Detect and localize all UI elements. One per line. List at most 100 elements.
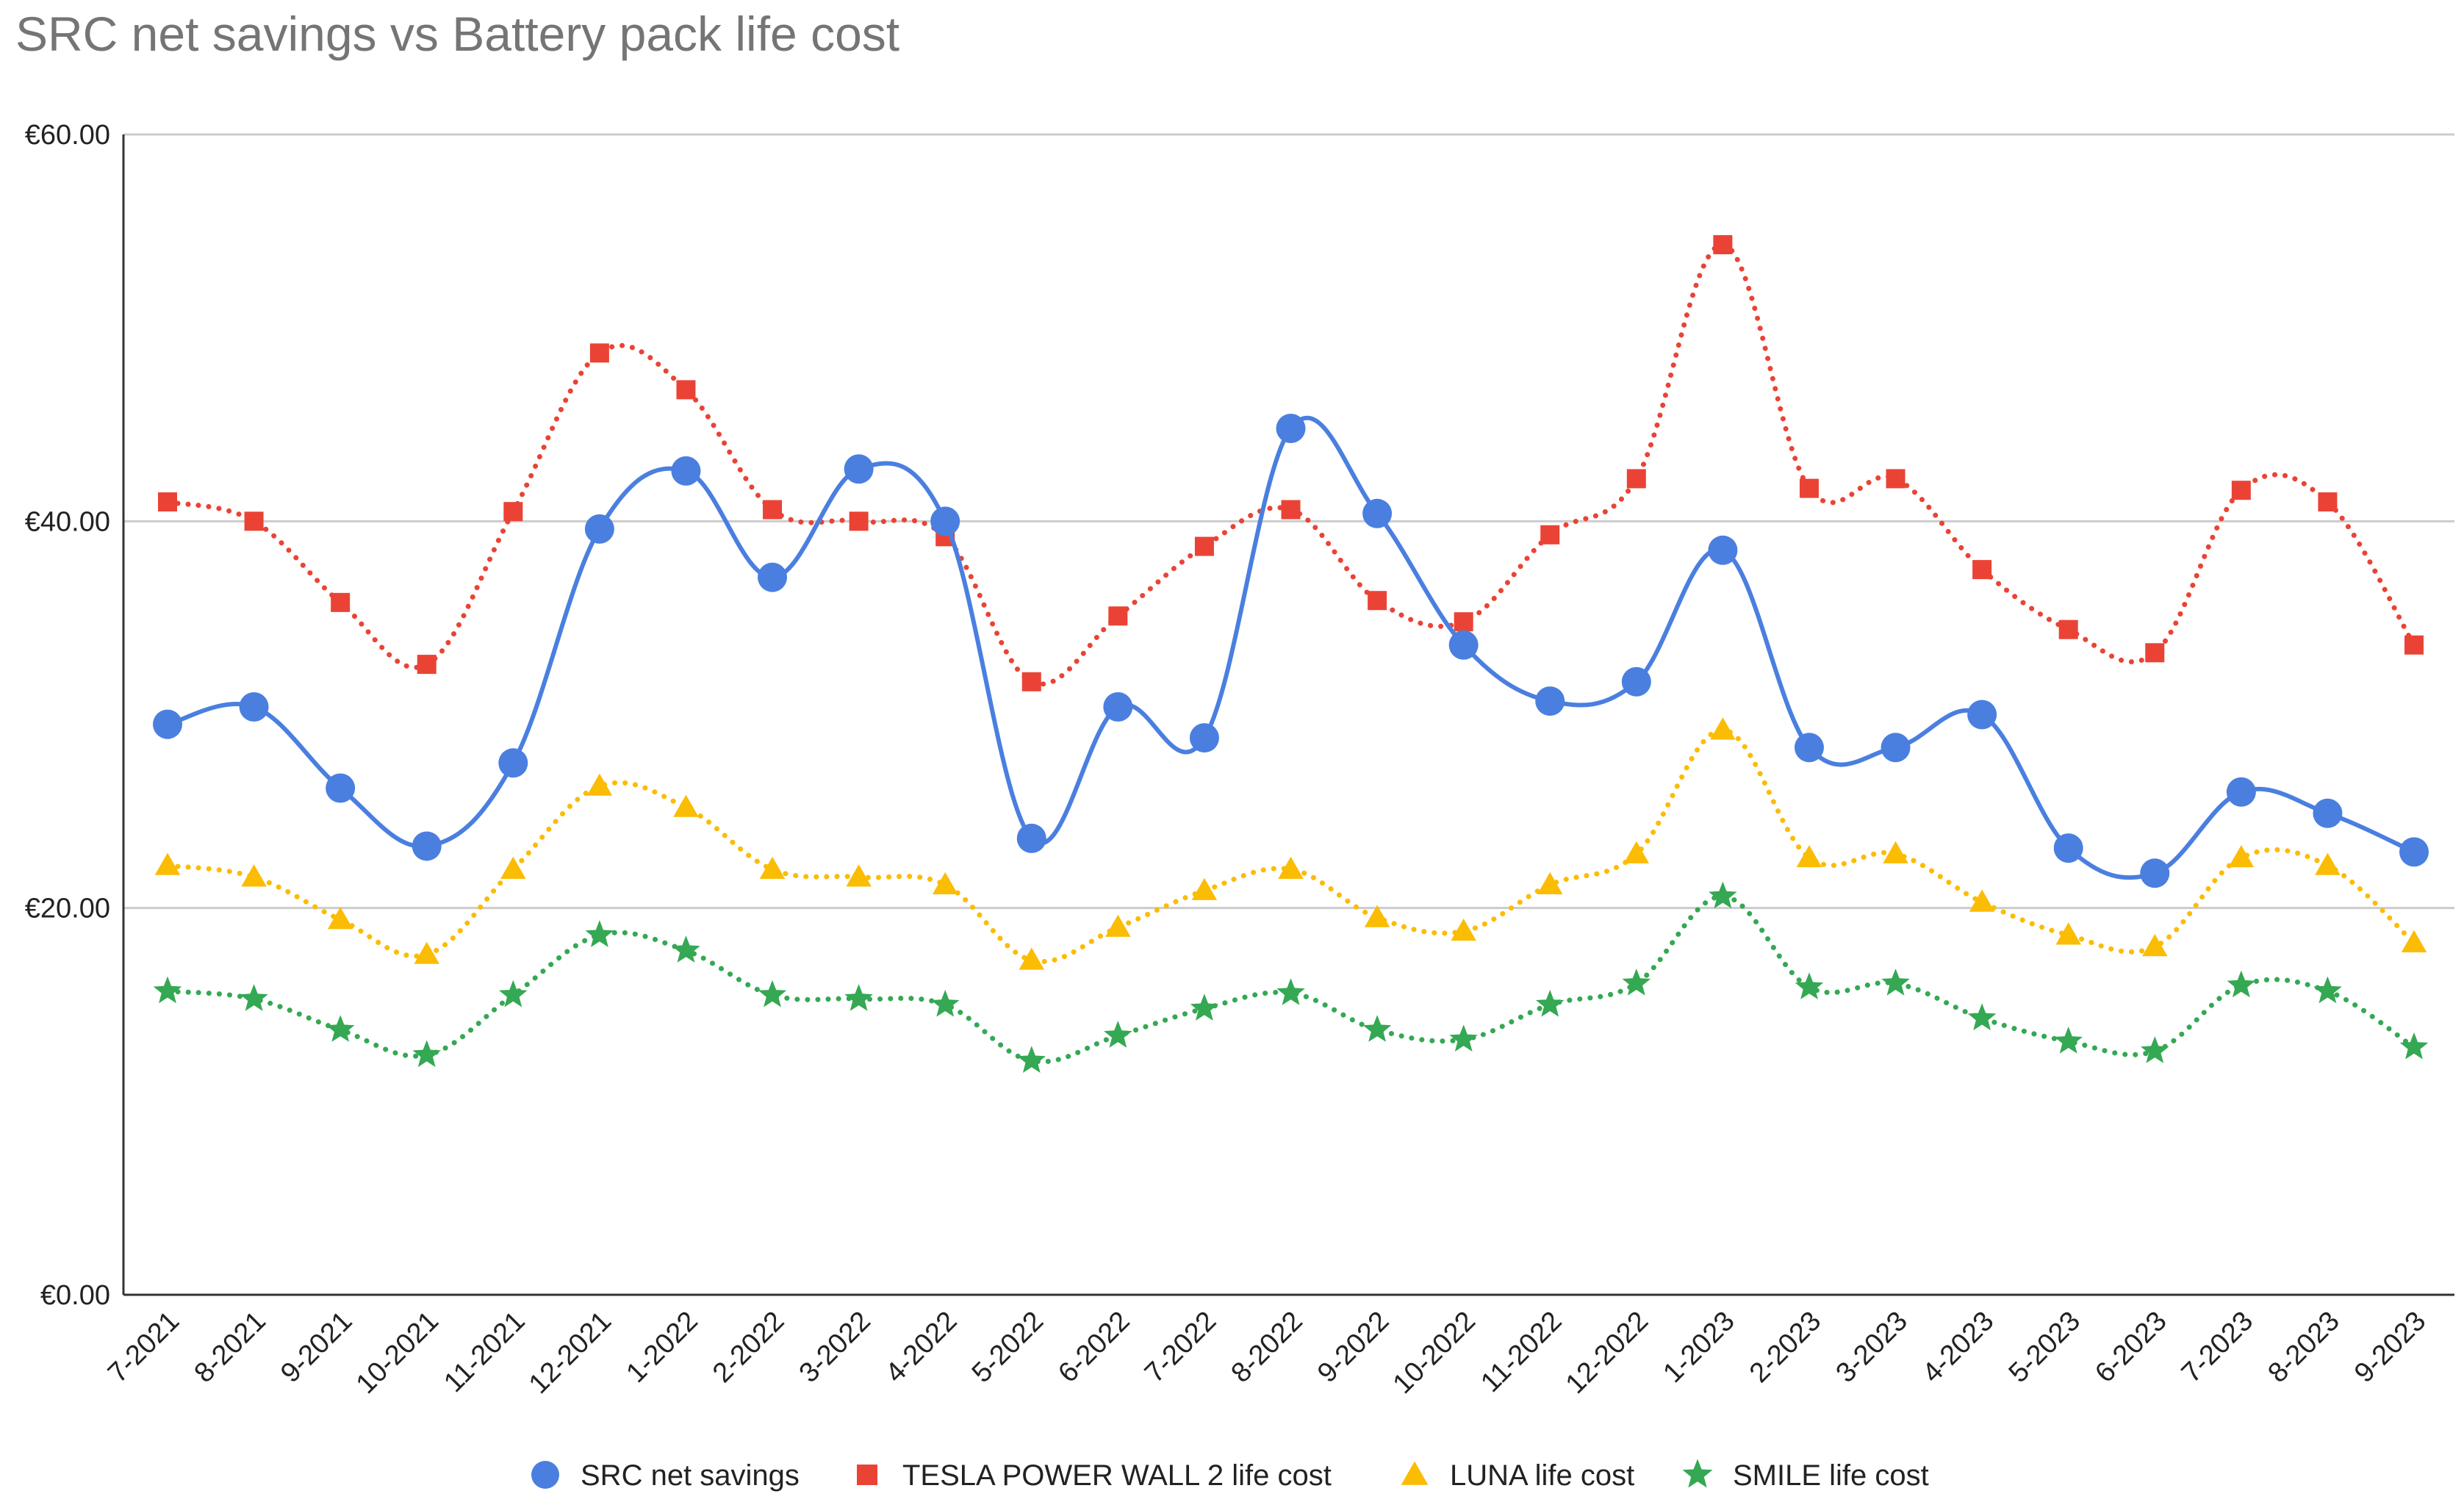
data-point-square	[1108, 606, 1128, 626]
series-luna-life-cost	[154, 717, 2427, 970]
data-point-triangle	[241, 864, 267, 887]
data-point-square	[1626, 469, 1646, 489]
data-point-star	[2227, 970, 2256, 998]
data-point-circle	[930, 506, 960, 536]
data-point-circle	[1967, 700, 1997, 730]
data-point-triangle	[1191, 877, 1218, 900]
x-tick-label: 11-2022	[1475, 1306, 1567, 1398]
data-point-circle	[1362, 498, 1393, 528]
data-point-square	[849, 511, 869, 531]
x-tick-label: 8-2023	[2262, 1306, 2345, 1389]
x-tick-label: 1-2022	[620, 1306, 703, 1389]
data-point-square	[589, 343, 609, 363]
data-point-triangle	[1105, 914, 1131, 937]
data-point-triangle	[1623, 841, 1650, 863]
data-point-star	[2399, 1032, 2429, 1060]
data-point-star	[585, 920, 614, 947]
data-point-triangle	[414, 941, 439, 964]
data-point-star	[1449, 1024, 1478, 1052]
y-tick-label: €20.00	[25, 894, 110, 924]
data-point-square	[1281, 500, 1301, 520]
x-tick-label: 4-2023	[1917, 1306, 2000, 1389]
legend-item[interactable]: LUNA life cost	[1401, 1459, 1635, 1492]
x-tick-label: 2-2023	[1744, 1306, 1827, 1389]
data-point-star	[326, 1015, 355, 1042]
legend-marker-triangle	[1401, 1461, 1429, 1485]
data-point-square	[1021, 672, 1041, 691]
data-point-triangle	[932, 872, 958, 895]
legend-label: SRC net savings	[581, 1459, 800, 1492]
legend-item[interactable]: SRC net savings	[531, 1459, 800, 1492]
x-tick-label: 2-2022	[707, 1306, 790, 1389]
data-point-circle	[2226, 777, 2256, 807]
data-point-triangle	[1710, 717, 1736, 740]
x-tick-label: 5-2022	[966, 1306, 1049, 1389]
data-point-star	[1017, 1046, 1046, 1073]
data-point-star	[2141, 1036, 2169, 1063]
x-tick-label: 12-2021	[523, 1306, 617, 1400]
x-tick-label: 10-2022	[1387, 1306, 1481, 1400]
y-tick-label: €0.00	[40, 1280, 110, 1311]
x-tick-label: 3-2023	[1831, 1306, 1914, 1389]
legend-marker-circle	[531, 1461, 559, 1489]
x-tick-label: 6-2023	[2089, 1306, 2172, 1389]
data-point-circle	[1621, 666, 1651, 697]
data-point-triangle	[1969, 889, 1995, 912]
data-point-circle	[758, 562, 788, 592]
data-point-triangle	[2401, 930, 2427, 952]
data-point-star	[1622, 969, 1651, 996]
x-tick-label: 5-2023	[2003, 1306, 2086, 1389]
data-point-triangle	[673, 794, 699, 817]
legend-item[interactable]: SMILE life cost	[1682, 1459, 1929, 1492]
data-point-star	[758, 980, 787, 1007]
x-tick-label: 10-2021	[351, 1306, 445, 1400]
data-point-triangle	[1537, 872, 1563, 895]
data-point-square	[1713, 235, 1733, 255]
data-point-triangle	[1278, 856, 1304, 879]
axes: €0.00€20.00€40.00€60.007-2021 8-2021 9-202…	[25, 120, 2454, 1400]
data-point-square	[1799, 478, 1819, 498]
data-point-circle	[1535, 686, 1565, 716]
x-tick-label: 7-2023	[2176, 1306, 2259, 1389]
data-point-square	[1194, 536, 1214, 556]
data-point-circle	[153, 709, 182, 739]
data-point-triangle	[2055, 922, 2081, 945]
data-point-star	[1536, 990, 1565, 1017]
x-tick-label: 1-2023	[1657, 1306, 1740, 1389]
gridlines	[123, 133, 2454, 910]
data-point-circle	[498, 748, 528, 778]
x-tick-label: 3-2022	[794, 1306, 877, 1389]
data-point-square	[763, 500, 783, 520]
data-point-circle	[326, 773, 356, 803]
data-point-star	[844, 984, 873, 1011]
data-point-triangle	[2315, 852, 2341, 875]
data-point-triangle	[1364, 905, 1390, 927]
data-point-star	[1967, 1003, 1997, 1031]
legend-item[interactable]: TESLA POWER WALL 2 life cost	[857, 1459, 1332, 1492]
series-line	[165, 727, 2417, 964]
data-point-triangle	[1451, 918, 1476, 941]
data-point-triangle	[846, 864, 872, 887]
data-point-star	[1190, 993, 1219, 1021]
data-point-square	[503, 502, 523, 522]
data-point-circle	[844, 454, 874, 484]
series-group	[153, 235, 2429, 1073]
data-point-square	[2318, 492, 2338, 512]
data-point-triangle	[759, 856, 786, 879]
series-tesla-power-wall-2-life-cost	[158, 235, 2424, 691]
data-point-circle	[2053, 833, 2083, 863]
legend-label: TESLA POWER WALL 2 life cost	[902, 1459, 1332, 1492]
data-point-circle	[1448, 630, 1479, 660]
data-point-circle	[1016, 823, 1046, 853]
data-point-square	[1886, 469, 1906, 489]
data-point-circle	[2140, 858, 2170, 888]
data-point-star	[672, 935, 700, 963]
data-point-triangle	[2142, 934, 2168, 957]
data-point-triangle	[1796, 844, 1822, 868]
legend[interactable]: SRC net savings TESLA POWER WALL 2 life c…	[531, 1459, 1929, 1492]
data-point-triangle	[154, 852, 181, 875]
data-point-square	[2058, 619, 2078, 639]
x-tick-label: 4-2022	[880, 1306, 963, 1389]
data-point-circle	[239, 691, 269, 722]
x-tick-label: 6-2022	[1052, 1306, 1135, 1389]
